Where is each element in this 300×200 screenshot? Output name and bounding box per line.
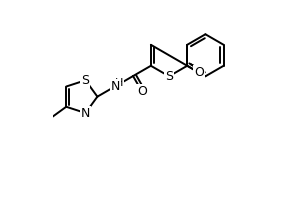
- Text: H: H: [115, 78, 123, 88]
- Text: O: O: [194, 66, 204, 79]
- Text: S: S: [165, 70, 173, 83]
- Text: N: N: [110, 80, 120, 93]
- Text: N: N: [81, 107, 90, 120]
- Text: S: S: [82, 74, 89, 87]
- Text: O: O: [137, 85, 147, 98]
